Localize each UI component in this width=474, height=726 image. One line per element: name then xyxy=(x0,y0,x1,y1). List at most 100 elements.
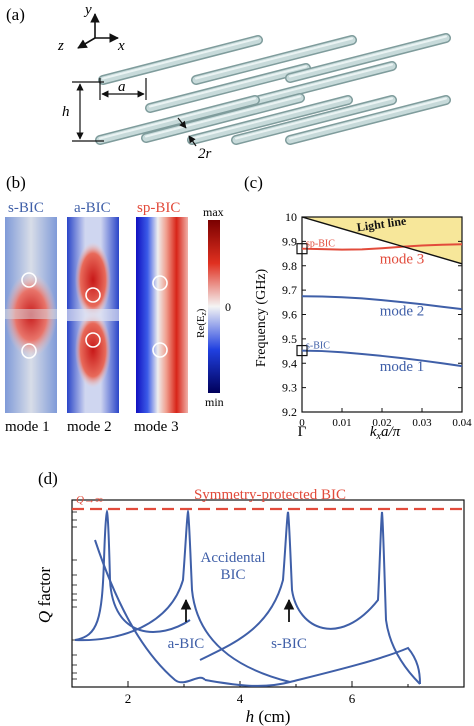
series-mode-1 xyxy=(301,349,463,368)
field-title-a-bic: a-BIC xyxy=(74,200,111,216)
s-bic-marker xyxy=(296,344,308,357)
axis-y-label: y xyxy=(83,2,92,18)
rod-highlight xyxy=(99,36,262,84)
panel-d-label: (d) xyxy=(38,469,58,488)
rod-highlight xyxy=(142,94,304,142)
q-curve-5 xyxy=(204,646,421,687)
q-infinity-label: Q→∞ xyxy=(76,494,103,506)
rod-highlight xyxy=(286,34,450,82)
y-tick-label: 10 xyxy=(285,210,297,224)
field-mode-1-label: mode 1 xyxy=(5,419,50,435)
rod-highlight xyxy=(96,96,259,144)
x-tick-label: 0.03 xyxy=(412,417,432,429)
q-plot-xticks xyxy=(127,681,409,687)
axis-z-label: z xyxy=(57,38,64,54)
series-light-line xyxy=(301,216,463,265)
field-map-mode-1 xyxy=(5,217,57,413)
rod-markers xyxy=(21,272,168,359)
q-curve-3 xyxy=(74,508,291,683)
bic-arrows xyxy=(180,598,295,622)
sp-bic-marker xyxy=(296,243,308,255)
rod-shine xyxy=(191,97,349,140)
panel-a-label: (a) xyxy=(6,5,25,24)
chart-c-xlabel: kxa/π xyxy=(370,424,401,442)
rod-highlight xyxy=(146,64,310,112)
axis-x-label: x xyxy=(117,38,125,54)
q-curve-2 xyxy=(94,539,206,684)
rod-shine xyxy=(149,65,307,108)
field-title-s-bic: s-BIC xyxy=(8,200,44,216)
field-title-sp-bic: sp-BIC xyxy=(137,200,180,216)
series-mode-2 xyxy=(301,295,463,311)
s-bic-label: s-BIC xyxy=(271,636,307,652)
q-plot-frame xyxy=(71,499,465,688)
rod-highlight xyxy=(192,36,356,84)
q-curves xyxy=(74,508,421,687)
q-plot-yticks xyxy=(72,511,77,680)
x-tick-label: 0 xyxy=(299,417,305,429)
q-curve-4 xyxy=(199,511,421,685)
rod-shine xyxy=(289,97,447,140)
rod-shine xyxy=(145,95,301,138)
rod-shine xyxy=(235,97,393,140)
chart-c-gamma: Γ xyxy=(298,424,307,440)
q-xtick-4: 4 xyxy=(237,691,244,706)
symmetry-protected-label: Symmetry-protected BIC xyxy=(194,487,346,503)
q-plot-xlabel: h (cm) xyxy=(246,707,291,726)
rod-shine xyxy=(289,35,447,78)
mode-3-label: mode 3 xyxy=(380,251,425,267)
y-tick-label: 9.9 xyxy=(282,234,297,248)
rod-highlight xyxy=(286,96,450,144)
radius-label: 2r xyxy=(198,146,212,162)
colorbar-label: Re(Ez) xyxy=(195,308,208,338)
y-tick-label: 9.3 xyxy=(282,381,297,395)
rod-highlight xyxy=(232,62,396,110)
rod-highlight xyxy=(232,96,396,144)
x-tick-label: 0.01 xyxy=(332,417,351,429)
series-mode-3 xyxy=(301,243,463,251)
y-tick-label: 9.5 xyxy=(282,332,297,346)
q-plot-ylabel: Q factor xyxy=(35,567,54,624)
colorbar-zero: 0 xyxy=(225,300,231,314)
panel-c-label: (c) xyxy=(244,173,263,192)
rod-array xyxy=(95,33,451,145)
sp-bic-label: sp-BIC xyxy=(306,239,335,250)
q-xtick-6: 6 xyxy=(349,691,356,706)
axes-glyph xyxy=(77,13,119,49)
height-label: h xyxy=(62,104,70,120)
colorbar-max: max xyxy=(203,205,224,219)
rod-shine xyxy=(99,97,256,140)
dispersion-chart: 10 9.9 9.8 9.7 9.6 9.5 9.4 9.3 9.20 0.01 0.02 0.03 0… xyxy=(282,210,472,429)
mode-2-label: mode 2 xyxy=(380,304,425,320)
y-tick-label: 9.7 xyxy=(282,283,297,297)
a-bic-label: a-BIC xyxy=(168,636,205,652)
panel-c: (c) 10 9.9 9.8 9.7 9.6 9.5 9.4 9.3 9.20 0.01 0.02 0… xyxy=(244,173,472,442)
rod-highlight xyxy=(188,96,352,144)
rod-shine xyxy=(235,63,393,106)
chart-c-ylabel: Frequency (GHz) xyxy=(254,268,269,367)
q-xtick-2: 2 xyxy=(125,691,132,706)
y-tick-label: 9.4 xyxy=(282,356,297,370)
lattice-label: a xyxy=(118,79,126,95)
x-tick-label: 0.04 xyxy=(452,417,472,429)
dimension-marks xyxy=(72,78,197,147)
mode-1-label: mode 1 xyxy=(380,359,425,375)
y-tick-label: 9.2 xyxy=(282,405,297,419)
light-line-label: Light line xyxy=(356,214,408,235)
colorbar: max 0 min Re(Ez) xyxy=(195,205,231,409)
field-mode-2-label: mode 2 xyxy=(67,419,112,435)
rod-shine xyxy=(102,37,259,80)
s-bic-label: s-BIC xyxy=(306,341,330,352)
field-mode-3-label: mode 3 xyxy=(134,419,179,435)
colorbar-min: min xyxy=(205,395,224,409)
panel-a: (a) y x z a h 2r xyxy=(6,2,451,162)
y-tick-label: 9.6 xyxy=(282,308,297,322)
rod-shine xyxy=(195,37,353,80)
panel-d: (d) 2 4 6 Q→∞ Symmetry-protected BIC xyxy=(35,469,465,726)
accidental-label-2: BIC xyxy=(220,567,245,583)
accidental-label-1: Accidental xyxy=(201,550,266,566)
y-tick-label: 9.8 xyxy=(282,259,297,273)
q-curve-1 xyxy=(74,508,191,641)
field-map-mode-2 xyxy=(67,217,119,413)
